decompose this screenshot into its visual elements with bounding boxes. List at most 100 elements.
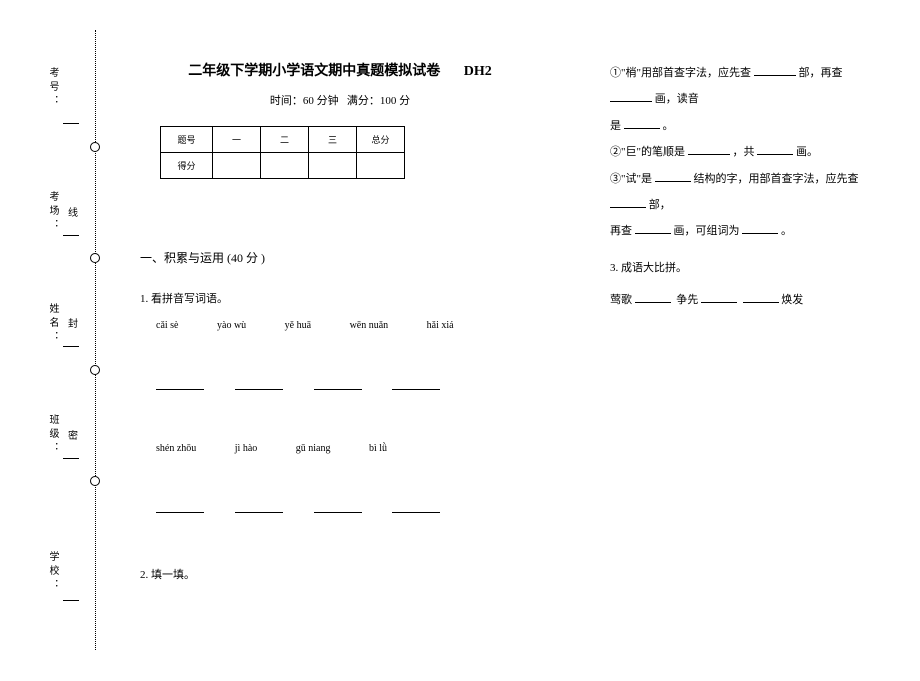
pinyin: bì lǜ [369,443,387,454]
pinyin-row-1: cǎi sè yào wù yě huā wēn nuǎn hǎi xiá [156,320,540,331]
pinyin: gū niang [296,443,331,454]
answer-blanks-2 [156,504,540,516]
idiom-line: 莺歌 争先 焕发 [610,287,890,313]
text: 部， [649,199,671,211]
answer-blank [314,512,362,513]
fill-line-7: 再查 画，可组词为 。 [610,218,890,244]
idiom-prefix: 争先 [676,294,698,306]
question-1-label: 1. 看拼音写词语。 [140,290,540,306]
fill-line-5: ③"试"是 结构的字，用部首查字法，应先查 [610,166,890,192]
text: 部，再查 [798,67,842,79]
text: 画，读音 [655,93,699,105]
binding-underline [63,123,79,124]
left-column: 二年级下学期小学语文期中真题模拟试卷 DH2 时间：60 分钟 满分：100 分… [140,60,540,596]
binding-strip: 考号： 考场： 姓名： 班级： 学校： 线 封 密 [85,30,105,650]
answer-blank [235,389,283,390]
pinyin: hǎi xiá [427,320,454,331]
text: ③"试"是 [610,173,652,185]
exam-title: 二年级下学期小学语文期中真题模拟试卷 DH2 [140,60,540,80]
answer-blank [156,389,204,390]
binding-dotted-line [95,30,96,650]
cell-empty [261,153,309,179]
title-code: DH2 [464,64,492,80]
blank [701,291,737,303]
time-value: 60 分钟 [303,95,339,107]
fill-line-4: ②"巨"的笔顺是 ，共 画。 [610,139,890,165]
cell: 二 [261,127,309,153]
answer-blank [392,512,440,513]
binding-underline [63,600,79,601]
text: 画。 [796,146,818,158]
table-row: 题号 一 二 三 总分 [161,127,405,153]
blank [635,222,671,234]
cell: 一 [213,127,261,153]
binding-circle [90,365,100,375]
text: 。 [781,225,792,237]
fill-line-3: 是 。 [610,113,890,139]
blank [743,291,779,303]
text: 画，可组词为 [674,225,740,237]
time-label: 时间： [270,95,303,107]
pinyin: shén zhōu [156,443,196,454]
text: ②"巨"的笔顺是 [610,146,685,158]
blank [610,90,652,102]
full-label: 满分： [347,95,380,107]
question-3-label: 3. 成语大比拼。 [610,255,890,281]
text: ，共 [732,146,754,158]
pinyin-row-2: shén zhōu jì hào gū niang bì lǜ [156,443,540,454]
pinyin: yào wù [217,320,246,331]
binding-circle [90,476,100,486]
binding-underline [63,346,79,347]
binding-label-room: 考场： [45,191,60,233]
fill-line-6: 部， [610,192,890,218]
binding-circle [90,253,100,263]
cell: 三 [309,127,357,153]
binding-label-name: 姓名： [45,303,60,345]
binding-label-examno: 考号： [45,67,60,109]
answer-blank [314,389,362,390]
right-column: ①"梢"用部首查字法，应先查 部，再查 画，读音 是 。 ②"巨"的笔顺是 ，共… [610,60,890,314]
blank [688,143,730,155]
full-value: 100 分 [380,95,410,107]
cell-header: 题号 [161,127,213,153]
question-2-label: 2. 填一填。 [140,566,540,582]
section-1-heading: 一、积累与运用 (40 分 ) [140,249,540,266]
pinyin: wēn nuǎn [350,320,389,331]
seal-char-line: 线 [68,204,78,219]
answer-blank [156,512,204,513]
score-table: 题号 一 二 三 总分 得分 [160,126,405,179]
binding-label-school: 学校： [45,551,60,593]
blank [635,291,671,303]
fill-line-2: 画，读音 [610,86,890,112]
idiom-prefix: 莺歌 [610,294,632,306]
cell-empty [309,153,357,179]
blank [655,170,691,182]
idiom-suffix: 焕发 [781,294,803,306]
text: 结构的字，用部首查字法，应先查 [693,173,858,185]
cell-empty [213,153,261,179]
text: 。 [663,120,674,132]
cell: 总分 [357,127,405,153]
blank [624,117,660,129]
blank [610,196,646,208]
seal-char-secret: 密 [68,427,78,442]
seal-char-seal: 封 [68,315,78,330]
pinyin: yě huā [285,320,311,331]
cell-empty [357,153,405,179]
pinyin: cǎi sè [156,320,179,331]
answer-blanks-1 [156,381,540,393]
blank [742,222,778,234]
blank [757,143,793,155]
binding-circle [90,142,100,152]
text: 是 [610,120,621,132]
binding-label-class: 班级： [45,414,60,456]
table-row: 得分 [161,153,405,179]
title-text: 二年级下学期小学语文期中真题模拟试卷 [188,64,440,79]
fill-line-1: ①"梢"用部首查字法，应先查 部，再查 [610,60,890,86]
pinyin: jì hào [235,443,258,454]
answer-blank [235,512,283,513]
binding-underline [63,458,79,459]
text: 再查 [610,225,632,237]
binding-underline [63,235,79,236]
blank [754,64,796,76]
